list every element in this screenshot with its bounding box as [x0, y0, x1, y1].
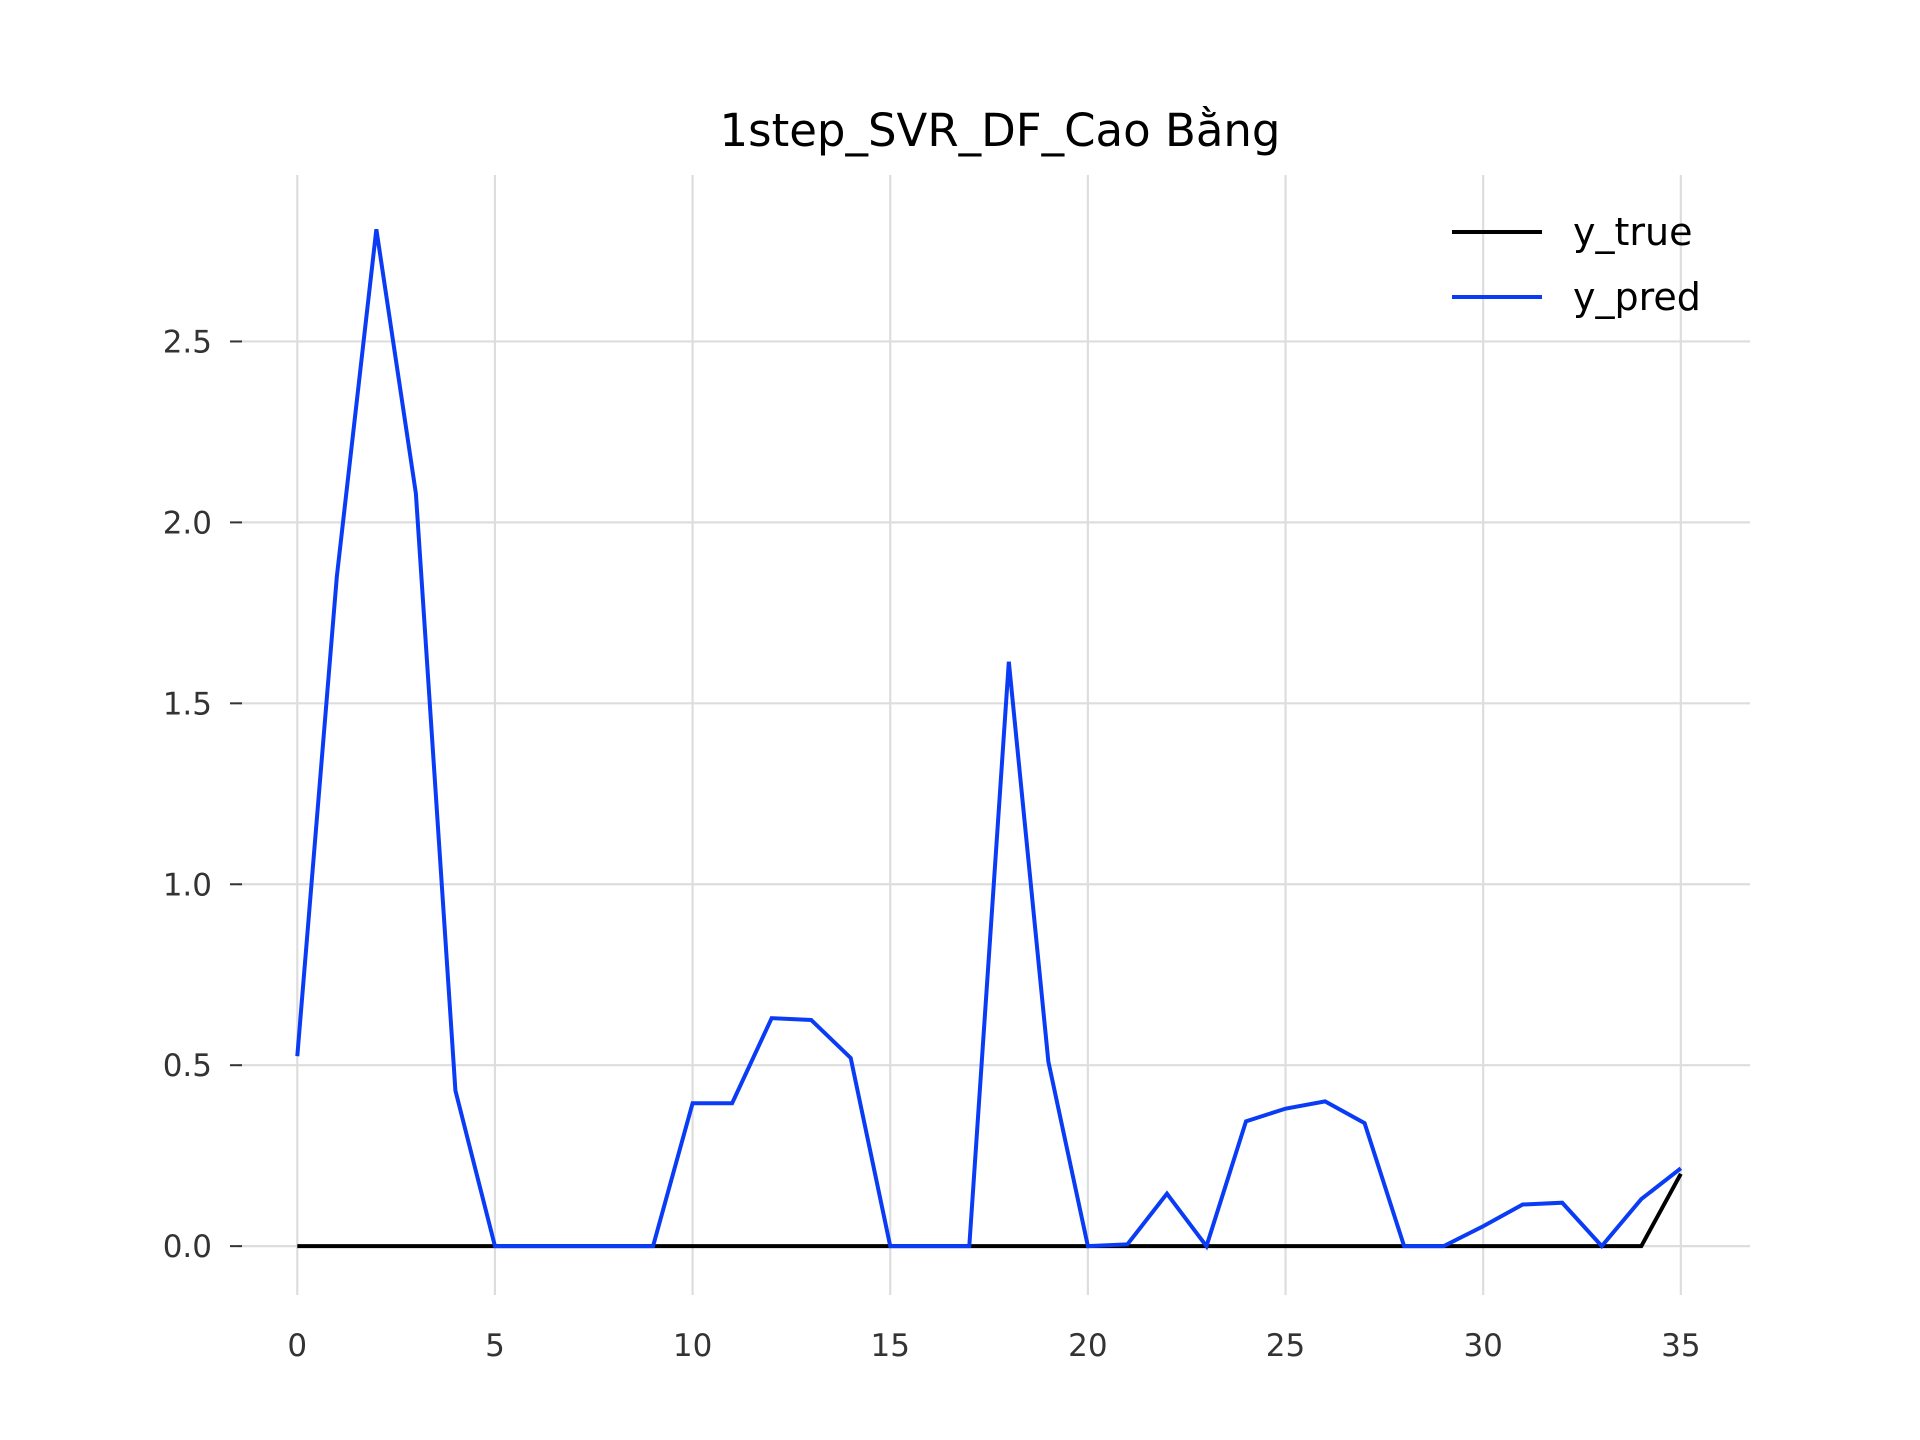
- y-tick-label: 2.5: [163, 324, 212, 360]
- x-tick-label: 25: [1266, 1328, 1305, 1364]
- legend: y_true y_pred: [1452, 210, 1701, 319]
- x-tick-label: 0: [287, 1328, 307, 1364]
- y-tick-label: 1.5: [163, 686, 212, 722]
- y-tick-label: 1.0: [163, 867, 212, 903]
- series-line-y-true: [297, 1172, 1683, 1249]
- legend-label: y_pred: [1573, 275, 1701, 319]
- gridlines: [238, 175, 1750, 1295]
- x-tick-label: 5: [485, 1328, 505, 1364]
- x-tick-label: 20: [1068, 1328, 1107, 1364]
- legend-label: y_true: [1573, 210, 1692, 254]
- chart-title: 1step_SVR_DF_Cao Bằng: [720, 104, 1281, 157]
- x-tick-label: 10: [673, 1328, 712, 1364]
- y-tick-label: 0.0: [163, 1229, 212, 1265]
- x-axis: 0 5 10 15 20 25 30 35: [287, 1328, 1700, 1364]
- series-line-y-pred: [295, 228, 1683, 1251]
- y-tick-label: 2.0: [163, 505, 212, 541]
- x-tick-label: 30: [1463, 1328, 1502, 1364]
- series-lines: [295, 228, 1683, 1251]
- y-tick-label: 0.5: [163, 1048, 212, 1084]
- y-axis: 0.0 0.5 1.0 1.5 2.0 2.5: [163, 324, 242, 1265]
- x-tick-label: 15: [871, 1328, 910, 1364]
- x-tick-label: 35: [1661, 1328, 1700, 1364]
